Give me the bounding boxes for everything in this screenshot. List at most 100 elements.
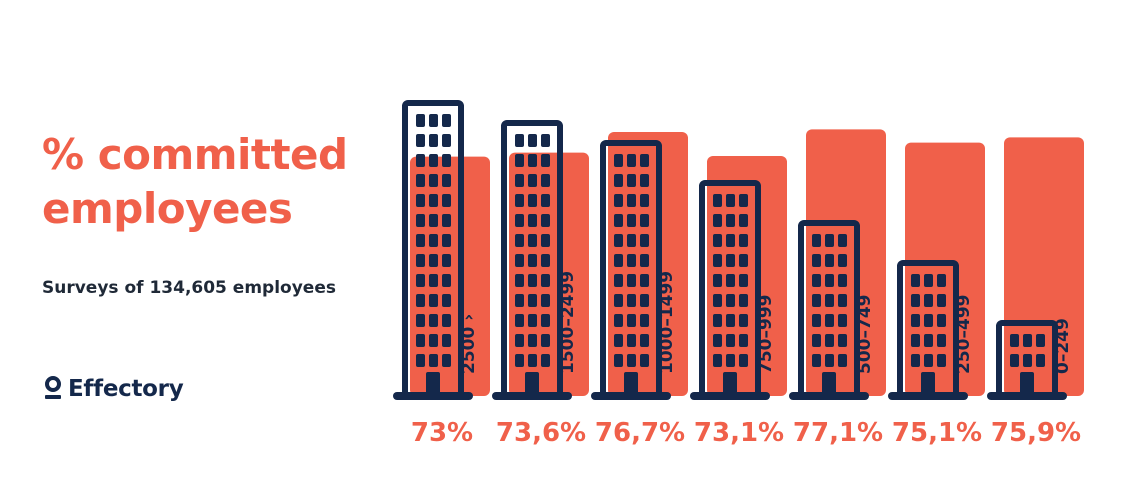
window	[416, 274, 425, 287]
window	[713, 194, 722, 207]
window	[541, 354, 550, 367]
window	[614, 234, 623, 247]
chart-title: % committed employees	[42, 128, 348, 236]
window	[911, 334, 920, 347]
window	[739, 274, 748, 287]
window	[825, 294, 834, 307]
window	[416, 114, 425, 127]
window	[640, 334, 649, 347]
window	[429, 354, 438, 367]
window	[739, 254, 748, 267]
window	[713, 214, 722, 227]
window	[416, 314, 425, 327]
label-layer: 2500 › 73% 1500–2499 73,6% 1000–1499 76,7% 750…	[411, 271, 1081, 448]
category-label: 250–499	[954, 295, 974, 374]
window	[713, 234, 722, 247]
window	[1036, 354, 1045, 367]
window	[713, 354, 722, 367]
window	[429, 214, 438, 227]
window	[924, 274, 933, 287]
window	[937, 274, 946, 287]
window	[614, 194, 623, 207]
window	[726, 294, 735, 307]
window	[627, 194, 636, 207]
category-label: 1500–2499	[558, 271, 578, 374]
window	[416, 234, 425, 247]
window	[416, 254, 425, 267]
window	[726, 334, 735, 347]
window	[812, 274, 821, 287]
window	[515, 314, 524, 327]
window	[442, 154, 451, 167]
window	[640, 254, 649, 267]
effectory-logo: Effectory	[44, 376, 184, 402]
window	[924, 354, 933, 367]
building-ground	[393, 392, 473, 400]
window	[515, 294, 524, 307]
window	[726, 274, 735, 287]
building-ground	[789, 392, 869, 400]
window	[515, 154, 524, 167]
window	[442, 294, 451, 307]
window	[541, 234, 550, 247]
window	[416, 354, 425, 367]
window	[640, 214, 649, 227]
window	[416, 174, 425, 187]
window	[1010, 354, 1019, 367]
window	[442, 194, 451, 207]
chart-title-line2: employees	[42, 184, 293, 233]
window	[838, 354, 847, 367]
window	[541, 134, 550, 147]
window	[442, 174, 451, 187]
window	[627, 254, 636, 267]
window	[528, 154, 537, 167]
window	[1036, 334, 1045, 347]
window	[739, 354, 748, 367]
window	[528, 214, 537, 227]
window	[429, 294, 438, 307]
window	[442, 134, 451, 147]
window	[416, 194, 425, 207]
window	[614, 274, 623, 287]
window	[614, 334, 623, 347]
building-layer	[393, 100, 1067, 400]
window	[541, 194, 550, 207]
building-door	[1020, 372, 1034, 396]
window	[1023, 334, 1032, 347]
window	[726, 234, 735, 247]
window	[812, 294, 821, 307]
window	[528, 254, 537, 267]
window	[640, 314, 649, 327]
window	[924, 314, 933, 327]
window	[429, 174, 438, 187]
window	[614, 174, 623, 187]
window	[937, 314, 946, 327]
window	[825, 254, 834, 267]
window	[713, 294, 722, 307]
window	[528, 294, 537, 307]
window	[442, 114, 451, 127]
logo-text: Effectory	[68, 376, 184, 402]
window	[812, 354, 821, 367]
window	[627, 234, 636, 247]
window	[541, 154, 550, 167]
window	[614, 154, 623, 167]
window	[838, 234, 847, 247]
window	[825, 354, 834, 367]
window	[515, 254, 524, 267]
window	[442, 354, 451, 367]
window	[528, 134, 537, 147]
window	[429, 274, 438, 287]
window	[442, 274, 451, 287]
window	[838, 274, 847, 287]
window	[812, 254, 821, 267]
building-door	[822, 372, 836, 396]
window	[726, 314, 735, 327]
window	[726, 254, 735, 267]
building-door	[624, 372, 638, 396]
window	[838, 254, 847, 267]
window	[614, 294, 623, 307]
window	[416, 334, 425, 347]
window	[713, 334, 722, 347]
window	[739, 314, 748, 327]
